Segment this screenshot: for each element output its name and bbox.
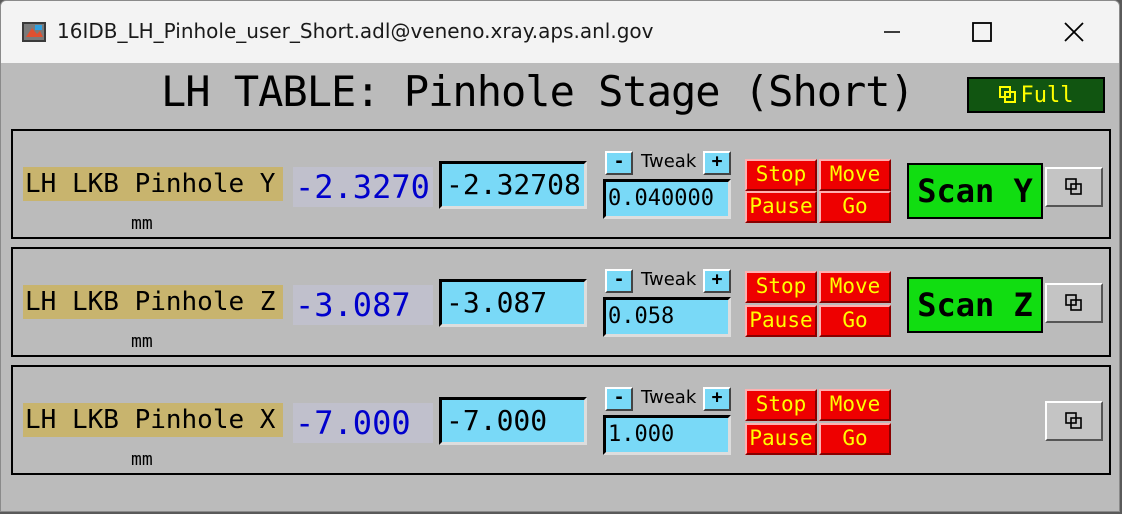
stop-button[interactable]: Stop bbox=[745, 271, 817, 303]
scan-y-button[interactable]: Scan Y bbox=[907, 163, 1043, 219]
minimize-icon bbox=[884, 31, 900, 33]
tweak-minus-button[interactable]: - bbox=[605, 151, 633, 175]
related-display-icon bbox=[998, 86, 1016, 103]
tweak-value-input[interactable]: 0.040000 bbox=[603, 179, 731, 219]
close-icon bbox=[1064, 22, 1084, 42]
pause-button[interactable]: Pause bbox=[745, 423, 817, 455]
motor-units: mm bbox=[131, 331, 153, 352]
motor-readback: -2.3270 bbox=[293, 167, 433, 207]
tweak-plus-button[interactable]: + bbox=[703, 387, 731, 411]
go-button[interactable]: Go bbox=[819, 191, 891, 223]
related-display-button[interactable] bbox=[1045, 283, 1103, 323]
tweak-plus-button[interactable]: + bbox=[703, 269, 731, 293]
stop-button[interactable]: Stop bbox=[745, 159, 817, 191]
app-icon bbox=[22, 22, 46, 42]
motor-units: mm bbox=[131, 213, 153, 234]
motor-label: LH LKB Pinhole X bbox=[23, 403, 283, 437]
related-display-icon bbox=[1065, 412, 1082, 429]
page-title: LH TABLE: Pinhole Stage (Short) bbox=[161, 67, 915, 116]
stop-button[interactable]: Stop bbox=[745, 389, 817, 421]
tweak-label: Tweak bbox=[641, 387, 697, 408]
pause-button[interactable]: Pause bbox=[745, 191, 817, 223]
tweak-minus-button[interactable]: - bbox=[605, 269, 633, 293]
main-panel: LH TABLE: Pinhole Stage (Short) Full LH … bbox=[1, 63, 1119, 511]
motor-label: LH LKB Pinhole Z bbox=[23, 285, 283, 319]
full-display-button[interactable]: Full bbox=[967, 77, 1105, 113]
motor-label: LH LKB Pinhole Y bbox=[23, 167, 283, 201]
motor-setpoint-input[interactable]: -7.000 bbox=[439, 397, 587, 445]
maximize-icon bbox=[972, 22, 992, 42]
tweak-value-input[interactable]: 1.000 bbox=[603, 415, 731, 455]
related-display-icon bbox=[1065, 178, 1082, 195]
motor-row-z: LH LKB Pinhole Z mm -3.087 -3.087 - Twea… bbox=[11, 247, 1111, 357]
motor-readback: -7.000 bbox=[293, 403, 433, 443]
tweak-value-input[interactable]: 0.058 bbox=[603, 297, 731, 337]
go-button[interactable]: Go bbox=[819, 423, 891, 455]
go-button[interactable]: Go bbox=[819, 305, 891, 337]
close-button[interactable] bbox=[1029, 1, 1119, 63]
move-button[interactable]: Move bbox=[819, 159, 891, 191]
minimize-button[interactable] bbox=[847, 1, 937, 63]
window-title: 16IDB_LH_Pinhole_user_Short.adl@veneno.x… bbox=[57, 19, 654, 43]
pause-button[interactable]: Pause bbox=[745, 305, 817, 337]
tweak-label: Tweak bbox=[641, 269, 697, 290]
motor-readback: -3.087 bbox=[293, 285, 433, 325]
related-display-button[interactable] bbox=[1045, 401, 1103, 441]
motor-setpoint-input[interactable]: -2.32708 bbox=[439, 161, 587, 209]
motor-setpoint-input[interactable]: -3.087 bbox=[439, 279, 587, 327]
tweak-minus-button[interactable]: - bbox=[605, 387, 633, 411]
scan-z-button[interactable]: Scan Z bbox=[907, 277, 1043, 333]
full-button-label: Full bbox=[1020, 82, 1074, 108]
motor-row-y: LH LKB Pinhole Y mm -2.3270 -2.32708 - T… bbox=[11, 129, 1111, 239]
related-display-icon bbox=[1065, 294, 1082, 311]
motor-units: mm bbox=[131, 449, 153, 470]
maximize-button[interactable] bbox=[937, 1, 1027, 63]
tweak-label: Tweak bbox=[641, 151, 697, 172]
move-button[interactable]: Move bbox=[819, 389, 891, 421]
motor-row-x: LH LKB Pinhole X mm -7.000 -7.000 - Twea… bbox=[11, 365, 1111, 475]
tweak-plus-button[interactable]: + bbox=[703, 151, 731, 175]
move-button[interactable]: Move bbox=[819, 271, 891, 303]
title-bar[interactable]: 16IDB_LH_Pinhole_user_Short.adl@veneno.x… bbox=[1, 1, 1119, 63]
related-display-button[interactable] bbox=[1045, 167, 1103, 207]
